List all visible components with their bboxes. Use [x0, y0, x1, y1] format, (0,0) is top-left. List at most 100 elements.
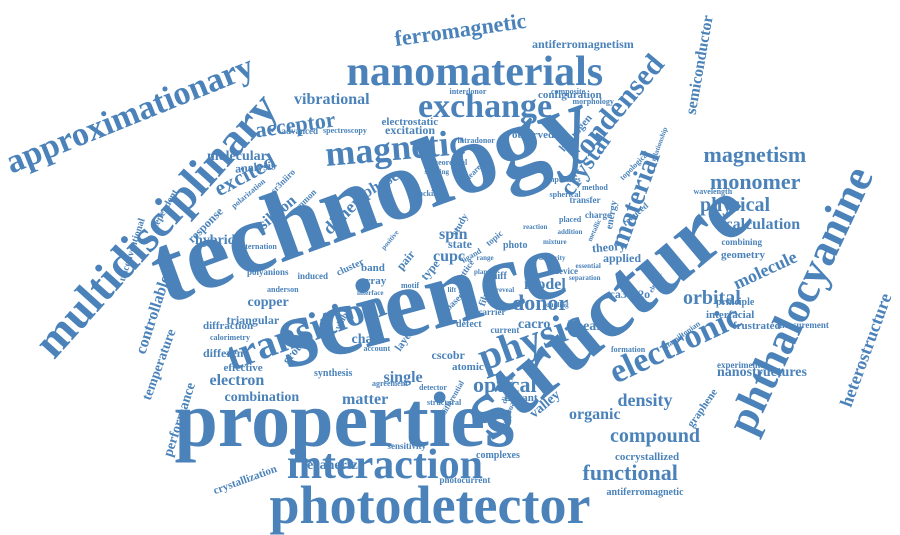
cloud-word: interface	[357, 288, 384, 297]
cloud-word: coupling	[543, 300, 569, 309]
cloud-word: linear	[567, 319, 603, 334]
cloud-word: ca3co2o	[609, 287, 651, 301]
cloud-word: photo	[503, 240, 528, 251]
cloud-word: graphene	[685, 386, 721, 430]
cloud-word: model	[524, 276, 566, 293]
cloud-word: anderson	[267, 285, 299, 294]
cloud-word: functional	[582, 460, 678, 485]
cloud-word: combining	[721, 236, 763, 247]
cloud-word: geometry	[721, 248, 765, 261]
cloud-word: range	[476, 253, 494, 262]
cloud-word: schiff	[483, 271, 507, 282]
cloud-word: formation	[611, 345, 646, 354]
cloud-word: compound	[610, 425, 701, 447]
cloud-word: monomer	[710, 169, 801, 194]
cloud-word: sensitivity	[387, 440, 427, 451]
cloud-word: single	[383, 369, 423, 386]
cloud-word: triangular	[226, 313, 280, 327]
cloud-word: defect	[456, 319, 482, 330]
cloud-word: different	[203, 346, 248, 360]
cloud-word: crystallization	[211, 462, 278, 497]
cloud-word: matter	[342, 391, 389, 408]
cloud-word: essential	[575, 261, 601, 270]
cloud-word: synthesis	[314, 368, 353, 379]
cloud-word: method	[582, 183, 608, 192]
cloud-word: cupc	[433, 248, 465, 265]
cloud-word: advanced	[281, 125, 319, 136]
cloud-word: molecular	[207, 149, 267, 164]
cloud-word: photodetector	[269, 475, 591, 535]
cloud-word: terahertz	[302, 458, 358, 473]
cloud-word: spin	[439, 226, 468, 243]
cloud-word: array	[360, 274, 387, 287]
cloud-word: device	[554, 265, 578, 276]
cloud-word: morphology	[572, 97, 614, 106]
cloud-word: calculation	[725, 216, 801, 233]
cloud-word: orbital	[683, 287, 741, 309]
cloud-word: state	[448, 237, 472, 251]
cloud-word: electrostatic	[381, 115, 439, 128]
cloud-word: properties	[174, 376, 516, 463]
cloud-word: photocurrent	[439, 474, 491, 485]
cloud-word: copper	[247, 295, 289, 310]
cloud-word: effective	[223, 361, 263, 374]
cloud-word: motif	[401, 281, 420, 290]
cloud-word: cocrystallized	[615, 450, 680, 463]
cloud-word: packing	[414, 189, 442, 198]
cloud-word: carrier	[478, 306, 506, 317]
cloud-word: ferromagnetic	[392, 7, 528, 52]
cloud-word: optical	[473, 372, 537, 397]
cloud-word: principle	[716, 297, 755, 308]
cloud-word: theory	[590, 238, 626, 256]
cloud-word: physical	[700, 194, 771, 216]
cloud-word: chain	[351, 332, 385, 347]
cloud-word: mixture	[543, 237, 567, 246]
cloud-word: account	[363, 344, 391, 353]
cloud-word: detector	[419, 383, 447, 392]
cloud-word: semiconductor	[682, 13, 717, 116]
cloud-word: band	[361, 261, 385, 274]
cloud-word: measurement	[777, 319, 829, 330]
cloud-word: interaction	[287, 442, 483, 488]
cloud-word: alternation	[239, 242, 277, 251]
cloud-word: exchange	[418, 88, 553, 125]
cloud-word: transfer	[569, 194, 601, 205]
cloud-word: induced	[297, 270, 329, 281]
cloud-word: complexes	[476, 450, 520, 461]
cloud-word: spherical	[549, 190, 581, 199]
cloud-word: heterostructure	[835, 290, 895, 410]
cloud-word: theoretical	[431, 158, 468, 167]
cloud-word: nanomaterials	[346, 49, 604, 95]
cloud-word: electron	[209, 372, 265, 389]
cloud-word: spectroscopy	[323, 126, 367, 135]
cloud-word: dopant	[504, 391, 538, 404]
cloud-word: agreement	[372, 379, 408, 388]
cloud-word: polyanions	[247, 266, 289, 277]
cloud-word: density	[617, 390, 673, 410]
cloud-word: impurities	[545, 175, 581, 184]
cloud-word: current	[490, 324, 520, 335]
cloud-word: antiferromagnetic	[606, 487, 684, 498]
cloud-word: configuration	[538, 88, 602, 101]
cloud-word: calorimetry	[210, 333, 250, 342]
cloud-word: excitation	[385, 123, 435, 137]
cloud-word: diffraction	[203, 319, 254, 332]
cloud-word: applied	[603, 251, 642, 265]
cloud-word: combination	[224, 390, 300, 405]
cloud-word: interfacial	[706, 308, 755, 321]
cloud-word: cscobr	[431, 348, 465, 362]
cloud-word: nanostructures	[717, 365, 807, 380]
cloud-word: separation	[569, 273, 601, 282]
cloud-word: intradonor	[457, 136, 495, 145]
cloud-word: addition	[557, 227, 583, 236]
cloud-word: lift	[447, 285, 457, 294]
cloud-word: cacro	[518, 317, 551, 332]
cloud-word: organic	[569, 406, 621, 423]
cloud-word: vibrational	[294, 91, 370, 108]
cloud-word: atomic	[452, 360, 484, 373]
cloud-word: hybrid	[195, 233, 236, 248]
cloud-word: placed	[559, 215, 582, 224]
cloud-word: experimental	[717, 359, 768, 370]
cloud-word: magnetism	[703, 142, 807, 167]
